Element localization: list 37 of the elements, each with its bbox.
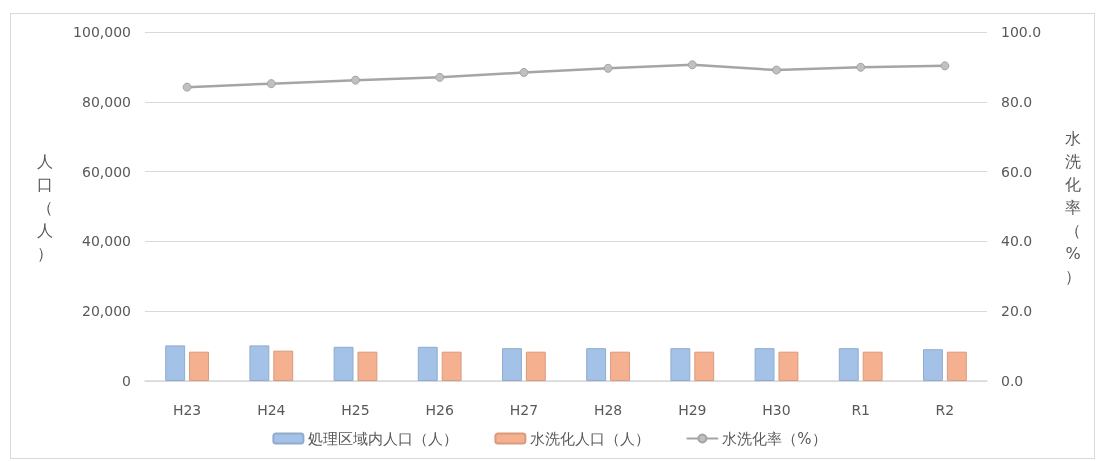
y-tick-label: 40,000 xyxy=(82,233,131,250)
y-tick-label: 0 xyxy=(122,373,131,389)
point xyxy=(687,60,697,70)
legend-label: 水洗化人口（人） xyxy=(530,429,651,448)
point xyxy=(435,72,445,82)
point xyxy=(182,82,192,92)
x-tick-label: R2 xyxy=(935,402,955,418)
y2-tick-label: 60.0 xyxy=(1001,163,1033,180)
x-tick-label: H26 xyxy=(425,402,454,418)
y-tick-label: 100,000 xyxy=(73,24,131,40)
point xyxy=(940,61,950,71)
x-tick-label: R1 xyxy=(851,402,871,418)
y2-tick-label: 100.0 xyxy=(1001,24,1042,40)
point xyxy=(772,65,781,75)
y2-tick-label: 80.0 xyxy=(1001,93,1033,110)
y2-tick-label: 20.0 xyxy=(1001,303,1033,320)
point xyxy=(351,75,360,85)
y2-tick-label: 40.0 xyxy=(1001,233,1033,250)
x-tick-label: H27 xyxy=(509,402,539,418)
point xyxy=(856,62,866,72)
y-tick-label: 60,000 xyxy=(82,163,131,180)
x-tick-label: H24 xyxy=(257,402,286,418)
y2-tick-label: 0.0 xyxy=(1001,373,1024,389)
point xyxy=(266,79,276,89)
x-tick-label: H29 xyxy=(678,402,707,418)
x-tick-label: H25 xyxy=(341,402,370,418)
x-tick-label: H23 xyxy=(172,402,202,418)
x-tick-label: H28 xyxy=(593,402,623,418)
x-tick-label: H30 xyxy=(762,402,791,418)
y-tick-label: 20,000 xyxy=(82,303,131,320)
legend-label: 処理区域内人口（人） xyxy=(308,429,459,448)
y-tick-label: 80,000 xyxy=(82,93,131,110)
legend-label: 水洗化率（%） xyxy=(722,429,827,448)
point xyxy=(603,63,613,73)
y2-axis-title: 水洗化率（%） xyxy=(1065,127,1081,287)
point xyxy=(519,67,529,77)
y-axis-title: 人口（人） xyxy=(37,150,53,264)
